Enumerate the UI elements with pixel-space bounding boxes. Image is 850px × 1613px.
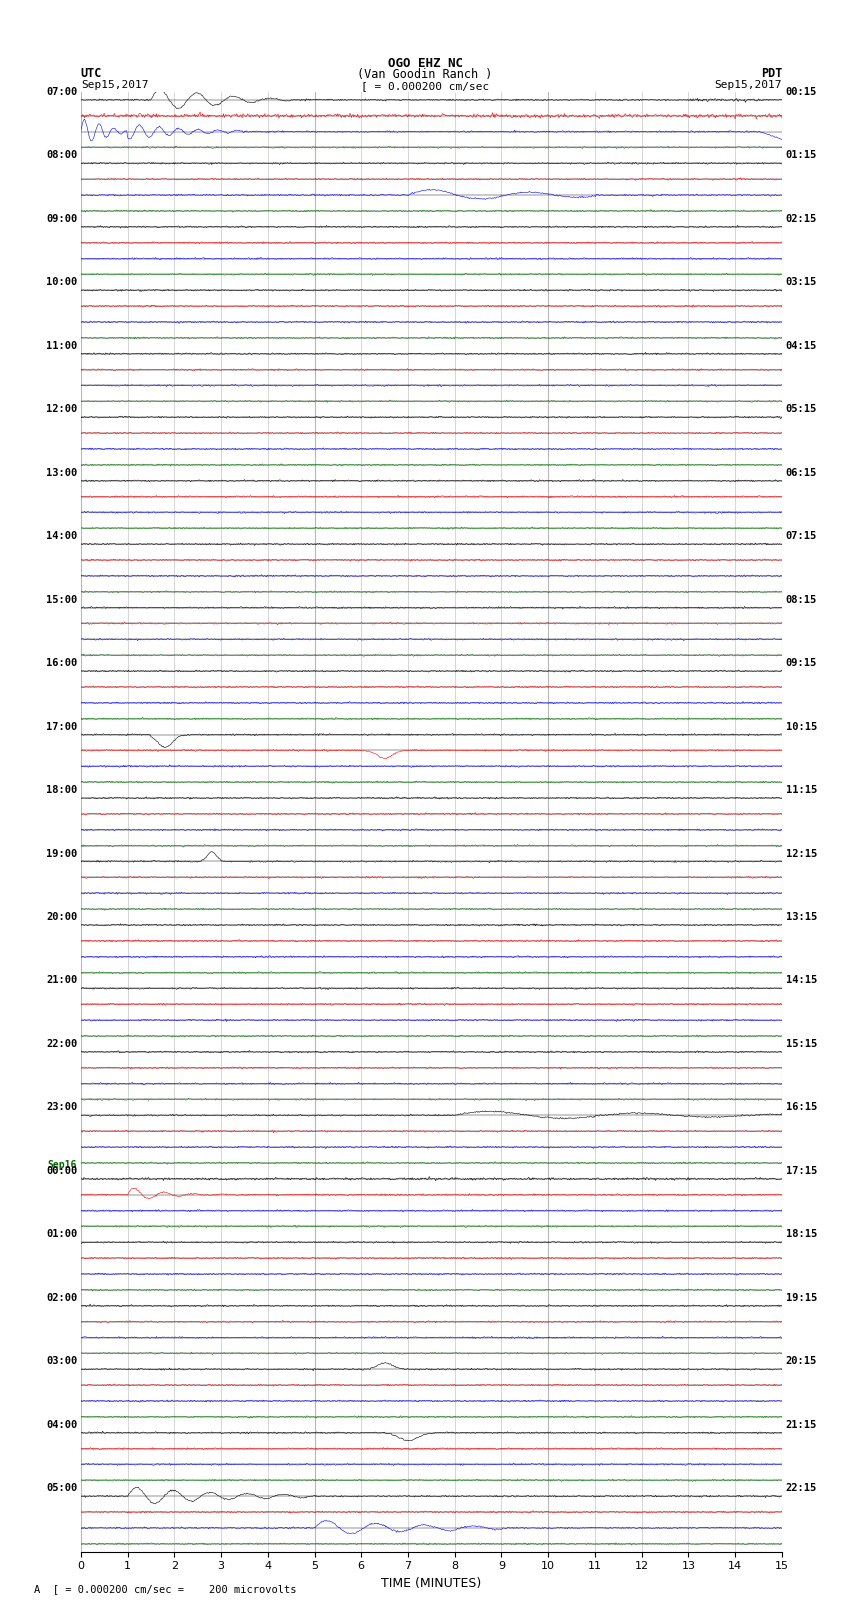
Text: 11:00: 11:00: [46, 340, 77, 350]
Text: 22:15: 22:15: [785, 1484, 817, 1494]
Text: 15:15: 15:15: [785, 1039, 817, 1048]
Text: 16:00: 16:00: [46, 658, 77, 668]
Text: 09:00: 09:00: [46, 215, 77, 224]
Text: 22:00: 22:00: [46, 1039, 77, 1048]
Text: 15:00: 15:00: [46, 595, 77, 605]
Text: 03:00: 03:00: [46, 1357, 77, 1366]
Text: 07:00: 07:00: [46, 87, 77, 97]
Text: 04:15: 04:15: [785, 340, 817, 350]
Text: 19:15: 19:15: [785, 1294, 817, 1303]
Text: 14:00: 14:00: [46, 531, 77, 542]
Text: 09:15: 09:15: [785, 658, 817, 668]
Text: 01:15: 01:15: [785, 150, 817, 160]
Text: 10:00: 10:00: [46, 277, 77, 287]
Text: 05:00: 05:00: [46, 1484, 77, 1494]
Text: 16:15: 16:15: [785, 1102, 817, 1113]
Text: 14:15: 14:15: [785, 976, 817, 986]
Text: 19:00: 19:00: [46, 848, 77, 858]
Text: [ = 0.000200 cm/sec: [ = 0.000200 cm/sec: [361, 82, 489, 92]
Text: 13:00: 13:00: [46, 468, 77, 477]
Text: 05:15: 05:15: [785, 405, 817, 415]
Text: (Van Goodin Ranch ): (Van Goodin Ranch ): [357, 68, 493, 81]
Text: 07:15: 07:15: [785, 531, 817, 542]
Text: 00:00: 00:00: [46, 1166, 77, 1176]
Text: 12:00: 12:00: [46, 405, 77, 415]
Text: 17:15: 17:15: [785, 1166, 817, 1176]
Text: 18:00: 18:00: [46, 786, 77, 795]
Text: 20:00: 20:00: [46, 911, 77, 923]
Text: OGO EHZ NC: OGO EHZ NC: [388, 56, 462, 69]
Text: 23:00: 23:00: [46, 1102, 77, 1113]
Text: UTC: UTC: [81, 66, 102, 79]
Text: 21:15: 21:15: [785, 1419, 817, 1429]
Text: 12:15: 12:15: [785, 848, 817, 858]
Text: PDT: PDT: [761, 66, 782, 79]
Text: 03:15: 03:15: [785, 277, 817, 287]
Text: 02:00: 02:00: [46, 1294, 77, 1303]
Text: 08:15: 08:15: [785, 595, 817, 605]
Text: 18:15: 18:15: [785, 1229, 817, 1239]
Text: A  [ = 0.000200 cm/sec =    200 microvolts: A [ = 0.000200 cm/sec = 200 microvolts: [34, 1584, 297, 1594]
Text: 08:00: 08:00: [46, 150, 77, 160]
Text: 11:15: 11:15: [785, 786, 817, 795]
Text: 10:15: 10:15: [785, 721, 817, 732]
Text: Sep15,2017: Sep15,2017: [715, 81, 782, 90]
Text: 01:00: 01:00: [46, 1229, 77, 1239]
Text: Sep15,2017: Sep15,2017: [81, 81, 148, 90]
Text: 04:00: 04:00: [46, 1419, 77, 1429]
Text: 20:15: 20:15: [785, 1357, 817, 1366]
Text: 17:00: 17:00: [46, 721, 77, 732]
Text: 21:00: 21:00: [46, 976, 77, 986]
Text: 00:15: 00:15: [785, 87, 817, 97]
Text: Sep16: Sep16: [48, 1160, 77, 1169]
Text: 13:15: 13:15: [785, 911, 817, 923]
Text: 02:15: 02:15: [785, 215, 817, 224]
Text: 06:15: 06:15: [785, 468, 817, 477]
X-axis label: TIME (MINUTES): TIME (MINUTES): [382, 1578, 481, 1590]
